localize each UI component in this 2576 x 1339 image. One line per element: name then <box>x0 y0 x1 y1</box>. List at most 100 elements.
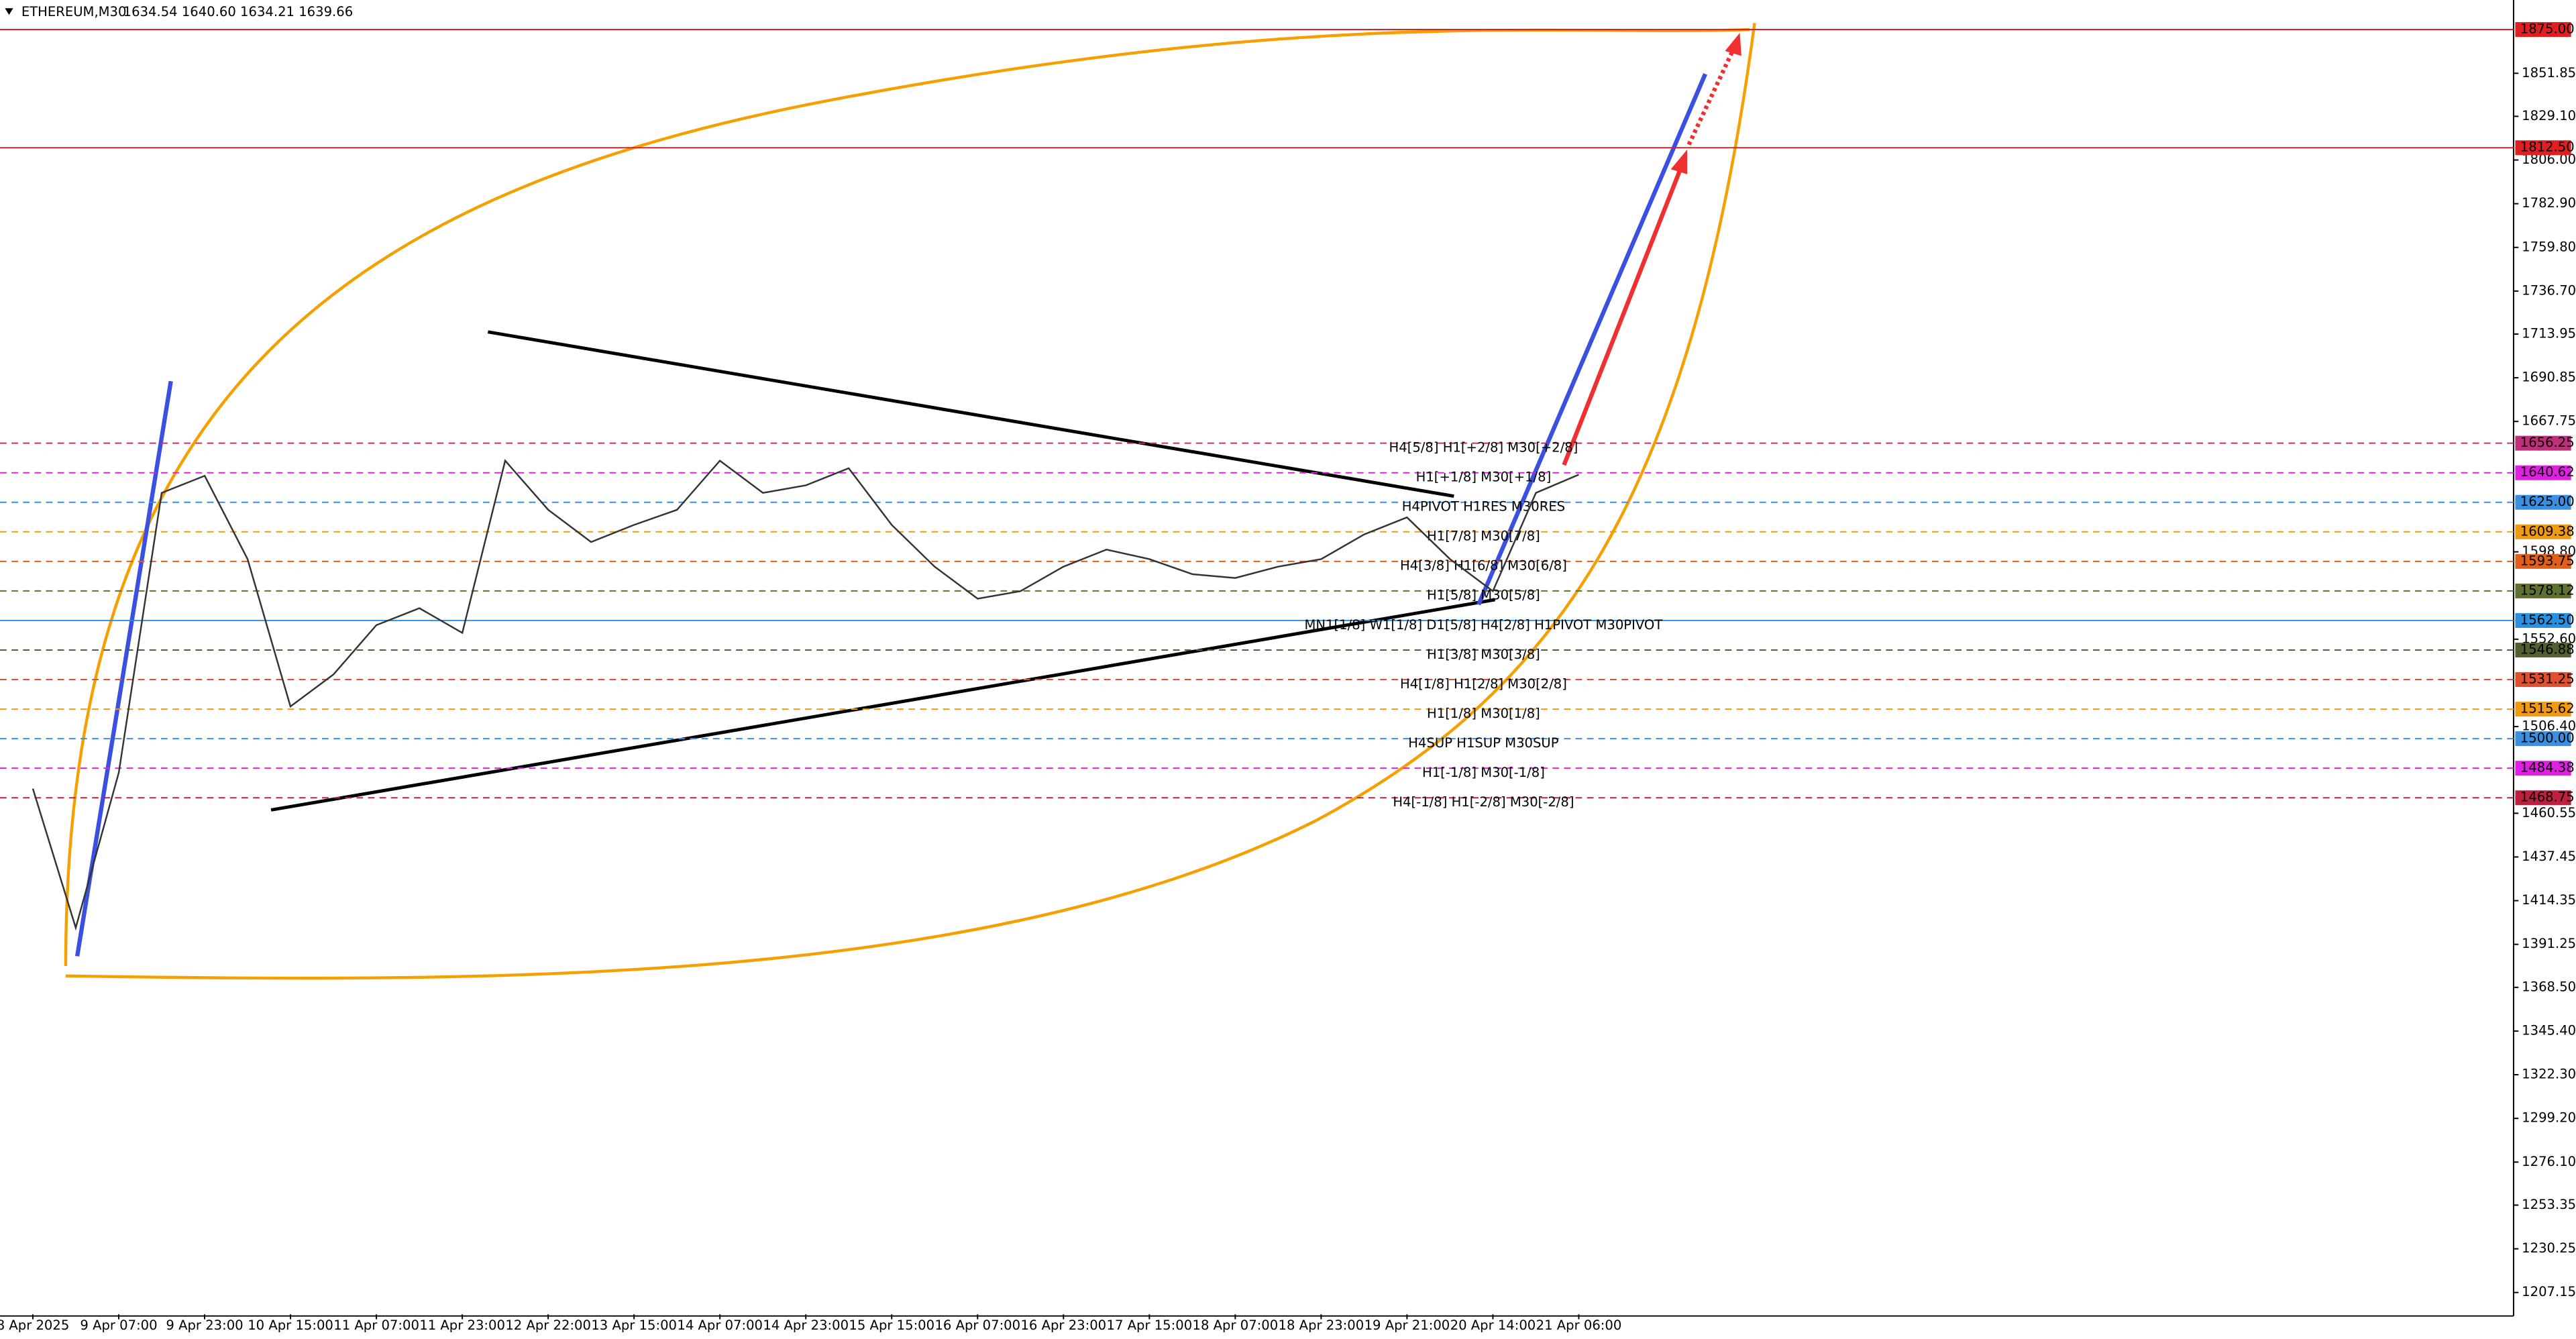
y-tick-label: 1322.30 <box>2522 1067 2576 1082</box>
price-label-box <box>2515 761 2571 776</box>
level-label: H4SUP H1SUP M30SUP <box>1408 735 1558 751</box>
level-label: H4[1/8] H1[2/8] M30[2/8] <box>1400 676 1567 692</box>
price-label: 1546.88 <box>2520 641 2575 657</box>
price-label-box <box>2515 465 2571 480</box>
price-label: 1500.00 <box>2520 731 2575 746</box>
price-label-box <box>2515 494 2571 510</box>
price-label-box <box>2515 435 2571 451</box>
impulse-line <box>1477 72 1707 606</box>
x-tick-label: 20 Apr 14:00 <box>1450 1318 1536 1333</box>
level-label: H4[3/8] H1[6/8] M30[6/8] <box>1400 558 1567 574</box>
orange-curve <box>65 23 1756 980</box>
level-label: H1[7/8] M30[7/8] <box>1427 529 1540 544</box>
x-tick-label: 12 Apr 22:00 <box>505 1318 591 1333</box>
x-tick-label: 14 Apr 07:00 <box>677 1318 763 1333</box>
x-tick-label: 21 Apr 06:00 <box>1536 1318 1622 1333</box>
forecast-arrow <box>1562 163 1684 466</box>
level-label: H4[-1/8] H1[-2/8] M30[-2/8] <box>1393 794 1574 810</box>
y-tick-label: 1736.70 <box>2522 282 2576 298</box>
y-tick-label: 1829.10 <box>2522 108 2576 123</box>
price-label: 1593.75 <box>2520 553 2575 568</box>
y-tick-label: 1437.45 <box>2522 849 2576 864</box>
x-tick-label: 18 Apr 23:00 <box>1279 1318 1364 1333</box>
price-label-box <box>2515 524 2571 539</box>
x-tick-label: 14 Apr 23:00 <box>763 1318 849 1333</box>
price-label-box <box>2515 21 2571 38</box>
level-label: H1[5/8] M30[5/8] <box>1427 588 1540 603</box>
y-tick-label: 1299.20 <box>2522 1110 2576 1126</box>
x-tick-label: 19 Apr 21:00 <box>1364 1318 1450 1333</box>
level-label: H4[5/8] H1[+2/8] M30[+2/8] <box>1389 440 1578 456</box>
level-label: H4PIVOT H1RES M30RES <box>1402 499 1565 515</box>
y-tick-label: 1345.40 <box>2522 1022 2576 1038</box>
arrow-head <box>1725 33 1741 56</box>
x-tick-label: 11 Apr 07:00 <box>333 1318 419 1333</box>
y-tick-label: 1391.25 <box>2522 936 2576 951</box>
price-label: 1656.25 <box>2520 435 2575 450</box>
y-tick-label: 1759.80 <box>2522 239 2576 254</box>
trend-line <box>487 330 1454 498</box>
y-tick-label: 1667.75 <box>2522 413 2576 429</box>
chart-title: ETHEREUM,M30 <box>21 4 127 19</box>
arrow-head <box>1670 149 1688 174</box>
y-tick-label: 1414.35 <box>2522 892 2576 908</box>
y-tick-label: 1253.35 <box>2522 1197 2576 1212</box>
x-tick-label: 10 Apr 15:00 <box>248 1318 333 1333</box>
y-tick-label: 1460.55 <box>2522 805 2576 820</box>
price-label-box <box>2515 672 2571 688</box>
x-tick-label: 8 Apr 2025 <box>0 1318 69 1333</box>
impulse-line <box>74 380 173 957</box>
trend-line <box>270 598 1495 812</box>
x-tick-label: 15 Apr 15:00 <box>849 1318 934 1333</box>
price-label-box <box>2515 583 2571 598</box>
forecast-arrow <box>1686 45 1737 146</box>
x-tick-label: 11 Apr 23:00 <box>419 1318 505 1333</box>
y-tick-label: 1506.40 <box>2522 718 2576 734</box>
level-label: MN1[1/8] W1[1/8] D1[5/8] H4[2/8] H1PIVOT… <box>1305 617 1664 633</box>
x-tick-label: 16 Apr 23:00 <box>1020 1318 1106 1333</box>
y-tick-label: 1552.60 <box>2522 631 2576 646</box>
level-label: H1[1/8] M30[1/8] <box>1427 706 1540 721</box>
annotations <box>0 23 2514 980</box>
price-line <box>32 459 1579 931</box>
price-label-box <box>2515 553 2571 569</box>
y-tick-label: 1368.50 <box>2522 979 2576 994</box>
price-label: 1515.62 <box>2520 701 2575 716</box>
price-label-box <box>2515 790 2571 806</box>
price-label: 1625.00 <box>2520 494 2575 509</box>
level-label: H1[-1/8] M30[-1/8] <box>1422 765 1545 780</box>
level-label: H1[3/8] M30[3/8] <box>1427 647 1540 662</box>
price-label: 1640.62 <box>2520 464 2575 480</box>
price-label: 1468.75 <box>2520 790 2575 805</box>
level-label: H1[+1/8] M30[+1/8] <box>1416 470 1552 485</box>
price-label: 1578.12 <box>2520 582 2575 598</box>
price-label-box <box>2515 642 2571 657</box>
price-label: 1531.25 <box>2520 672 2575 687</box>
x-tick-label: 16 Apr 07:00 <box>934 1318 1020 1333</box>
price-label: 1609.38 <box>2520 523 2575 539</box>
price-label: 1812.50 <box>2520 140 2575 155</box>
price-label-box <box>2515 612 2571 628</box>
x-tick-label: 13 Apr 15:00 <box>591 1318 677 1333</box>
y-tick-label: 1690.85 <box>2522 370 2576 385</box>
y-tick-label: 1713.95 <box>2522 326 2576 341</box>
price-label: 1875.00 <box>2520 21 2575 37</box>
x-tick-label: 9 Apr 07:00 <box>80 1318 157 1333</box>
menu-icon[interactable] <box>5 8 13 15</box>
price-label: 1484.38 <box>2520 760 2575 775</box>
price-label-box <box>2515 140 2571 156</box>
y-tick-label: 1276.10 <box>2522 1154 2576 1169</box>
y-tick-label: 1806.00 <box>2522 152 2576 167</box>
chart-subtitle: 1634.54 1640.60 1634.21 1639.66 <box>123 4 354 19</box>
price-label-box <box>2515 731 2571 747</box>
x-tick-label: 9 Apr 23:00 <box>166 1318 243 1333</box>
y-tick-label: 1230.25 <box>2522 1240 2576 1256</box>
y-tick-label: 1207.15 <box>2522 1284 2576 1299</box>
x-tick-label: 18 Apr 07:00 <box>1193 1318 1279 1333</box>
x-tick-label: 17 Apr 15:00 <box>1107 1318 1193 1333</box>
price-label-box <box>2515 702 2571 717</box>
y-tick-label: 1782.90 <box>2522 195 2576 211</box>
